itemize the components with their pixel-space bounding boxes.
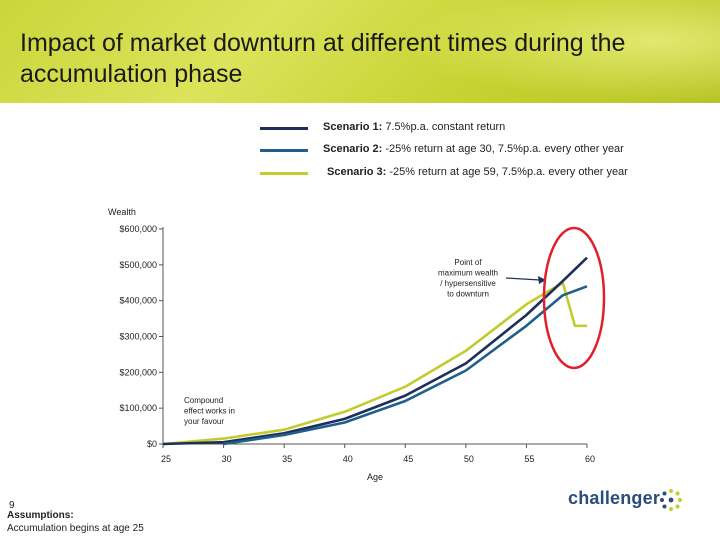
series-line-scenario-2 (223, 285, 588, 446)
annotation-compound-line: Compound (184, 396, 223, 405)
assumptions-text: Accumulation begins at age 25 (7, 523, 144, 534)
legend-swatch-scenario-1 (260, 127, 308, 130)
legend-swatch-scenario-2 (260, 149, 308, 152)
y-tick-label: $0 (147, 439, 157, 449)
series-line-scenario-3 (162, 281, 587, 446)
assumptions-title: Assumptions: (7, 510, 74, 521)
page-number: 9 (9, 500, 15, 511)
y-tick-label: $200,000 (119, 367, 157, 377)
y-tick-label: $600,000 (119, 224, 157, 234)
highlight-ellipse (542, 226, 606, 370)
page-title: Impact of market downturn at different t… (20, 29, 626, 88)
x-tick-label: 30 (222, 454, 232, 464)
logo-mark-icon (660, 489, 682, 511)
annotation-point-max-line: Point of (454, 258, 482, 267)
annotation-point-max-line: to downturn (447, 290, 489, 299)
legend-swatch-scenario-3 (260, 172, 308, 175)
challenger-logo: challenger (568, 488, 661, 508)
y-axis-title: Wealth (108, 207, 136, 217)
x-tick-label: 60 (585, 454, 595, 464)
annotation-compound-line: effect works in (184, 407, 235, 416)
x-tick-label: 55 (524, 454, 534, 464)
annotation-compound-line: your favour (184, 417, 224, 426)
series-line-scenario-1 (162, 256, 588, 446)
legend-label-scenario-3: Scenario 3: -25% return at age 59, 7.5%p… (327, 166, 628, 178)
x-tick-label: 35 (282, 454, 292, 464)
header-banner: Impact of market downturn at different t… (0, 0, 720, 103)
x-tick-label: 40 (343, 454, 353, 464)
legend-label-scenario-2: Scenario 2: -25% return at age 30, 7.5%p… (323, 143, 624, 155)
legend-label-scenario-1: Scenario 1: 7.5%p.a. constant return (323, 121, 506, 133)
x-tick-label: 50 (464, 454, 474, 464)
annotation-point-max-line: maximum wealth (438, 269, 498, 278)
x-tick-label: 45 (403, 454, 413, 464)
annotation-arrow-head (538, 276, 546, 284)
y-tick-label: $300,000 (119, 332, 157, 342)
header-glow (400, 0, 720, 103)
annotation-point-max-line: / hypersensitive (440, 279, 496, 288)
x-tick-label: 25 (161, 454, 171, 464)
annotation-arrow (505, 277, 541, 281)
y-tick-label: $400,000 (119, 296, 157, 306)
y-tick-label: $100,000 (119, 403, 157, 413)
y-tick-label: $500,000 (119, 260, 157, 270)
wealth-chart: Wealth $0 $100,000 $200,000 $300,000 $400,000… (108, 207, 606, 482)
x-axis-title: Age (367, 472, 383, 482)
